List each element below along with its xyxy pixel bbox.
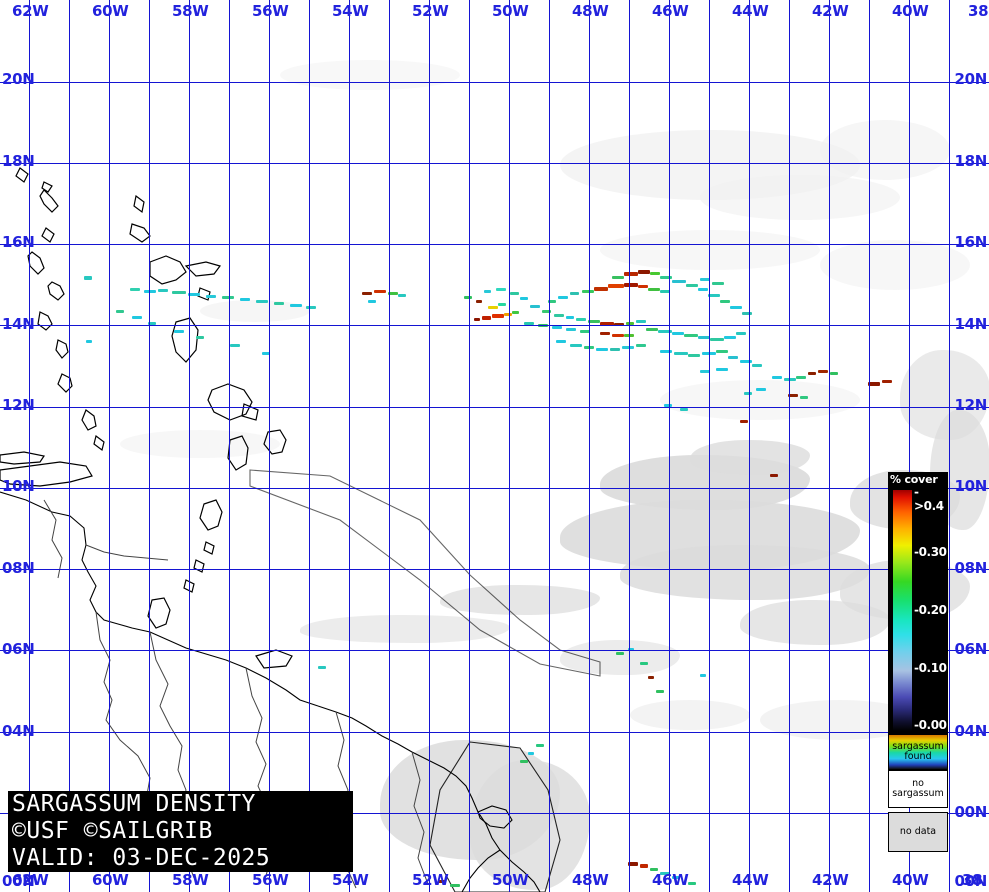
lat-label-right: 06N: [954, 640, 987, 658]
lon-label-top: 42W: [812, 2, 849, 20]
colorbar-tick: -0.30: [914, 545, 947, 559]
lon-label-top: 60W: [92, 2, 129, 20]
lat-label-right: 20N: [954, 70, 987, 88]
legend-swatch-line1: sargassum: [892, 741, 944, 753]
lon-label-bottom: 52W: [412, 871, 449, 889]
colorbar-tick: -0.10: [914, 661, 947, 675]
lat-label-left: 08N: [2, 559, 35, 577]
colorbar-tick: -0.20: [914, 603, 947, 617]
lon-label-bottom: 50W: [492, 871, 529, 889]
colorbar-gradient: [893, 490, 912, 731]
lon-label-top: 58W: [172, 2, 209, 20]
lon-label-bottom: 60W: [92, 871, 129, 889]
lat-label-right: 18N: [954, 152, 987, 170]
lat-label-right: 00N: [954, 803, 987, 821]
lat-label-left: 20N: [2, 70, 35, 88]
lat-label-right: 10N: [954, 477, 987, 495]
map-valid-date: VALID: 03-DEC-2025: [12, 845, 271, 871]
lon-label-bottom: 54W: [332, 871, 369, 889]
legend-swatch-line1: no: [912, 778, 924, 790]
lon-label-bottom: 56W: [252, 871, 289, 889]
legend-swatch-line2: sargassum: [892, 788, 944, 799]
lat-label-right: 12N: [954, 396, 987, 414]
lat-label-left: 16N: [2, 233, 35, 251]
lon-label-top: 62W: [12, 2, 49, 20]
legend-swatch-line1: no data: [899, 826, 937, 838]
lon-label-bottom: 46W: [652, 871, 689, 889]
lon-label-bottom: 40W: [892, 871, 929, 889]
lon-label-top: 38: [968, 2, 989, 20]
lon-label-top: 56W: [252, 2, 289, 20]
lon-label-bottom: 42W: [812, 871, 849, 889]
colorbar-tick-max: ->0.4: [914, 485, 944, 513]
lat-label-right: 04N: [954, 722, 987, 740]
map-title: SARGASSUM DENSITY: [12, 791, 256, 817]
lon-label-top: 50W: [492, 2, 529, 20]
lat-label-right: 14N: [954, 315, 987, 333]
legend-panel: % cover ->0.4 -0.30 -0.20 -0.10 -0.00 sa…: [888, 472, 948, 852]
colorbar-title: % cover: [890, 473, 938, 486]
lon-label-top: 40W: [892, 2, 929, 20]
lon-label-top: 44W: [732, 2, 769, 20]
legend-swatch-no-data: no data: [888, 812, 948, 852]
lon-label-bottom: 44W: [732, 871, 769, 889]
lon-label-top: 48W: [572, 2, 609, 20]
colorbar-tick: -0.00: [914, 718, 947, 732]
lon-label-top: 54W: [332, 2, 369, 20]
lat-label-corner-bl: 00N: [2, 872, 35, 890]
lat-label-left: 10N: [2, 477, 35, 495]
map-credit: ©USF ©SAILGRIB: [12, 818, 213, 844]
lon-label-bottom: 48W: [572, 871, 609, 889]
lon-label-top: 46W: [652, 2, 689, 20]
lon-label-bottom: 62W: [12, 871, 49, 889]
lat-label-left: 18N: [2, 152, 35, 170]
colorbar: % cover ->0.4 -0.30 -0.20 -0.10 -0.00: [888, 472, 948, 734]
legend-swatch-sargassum-found: sargassum found: [888, 734, 948, 770]
map-title-block: SARGASSUM DENSITY ©USF ©SAILGRIB VALID: …: [8, 791, 353, 872]
lat-label-right: 16N: [954, 233, 987, 251]
lat-label-corner-br: 00N: [954, 872, 987, 890]
legend-swatch-line2: found: [904, 751, 932, 762]
legend-swatch-no-sargassum: no sargassum: [888, 770, 948, 808]
lat-label-left: 04N: [2, 722, 35, 740]
lat-label-left: 14N: [2, 315, 35, 333]
lon-label-bottom: 58W: [172, 871, 209, 889]
lon-label-bottom: 38: [962, 871, 983, 889]
lat-label-right: 08N: [954, 559, 987, 577]
lat-label-left: 06N: [2, 640, 35, 658]
lon-label-top: 52W: [412, 2, 449, 20]
lat-label-left: 12N: [2, 396, 35, 414]
